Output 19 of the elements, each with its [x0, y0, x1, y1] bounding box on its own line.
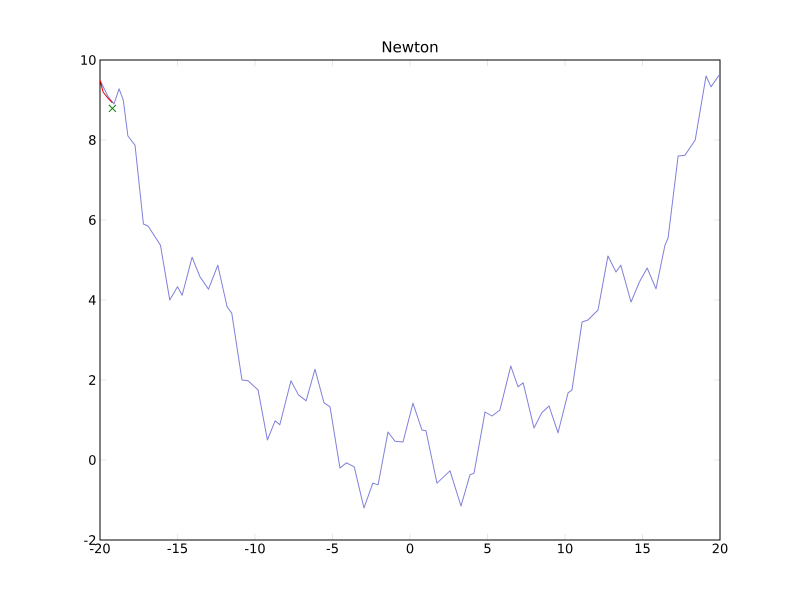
y-tick-label: 10: [81, 55, 96, 65]
line-series: [100, 74, 720, 508]
y-tick-label: 4: [88, 295, 96, 305]
chart-title: Newton: [382, 41, 438, 52]
x-tick-label: 10: [558, 544, 572, 554]
line-series: [100, 79, 113, 104]
x-tick-label: -15: [168, 544, 187, 554]
x-tick-label: 0: [406, 544, 414, 554]
x-tick-label: -5: [326, 544, 338, 554]
x-tick-label: 15: [636, 544, 650, 554]
x-tick-label: -10: [245, 544, 265, 554]
x-tick-label: -20: [90, 544, 110, 554]
x-tick-label: 20: [712, 544, 728, 554]
y-tick-label: 2: [89, 375, 96, 385]
y-tick-label: -2: [84, 535, 96, 545]
y-tick-label: 8: [89, 135, 96, 145]
x-tick-label: 5: [484, 544, 491, 554]
y-tick-label: 6: [89, 215, 96, 225]
y-tick-label: 0: [89, 455, 96, 465]
